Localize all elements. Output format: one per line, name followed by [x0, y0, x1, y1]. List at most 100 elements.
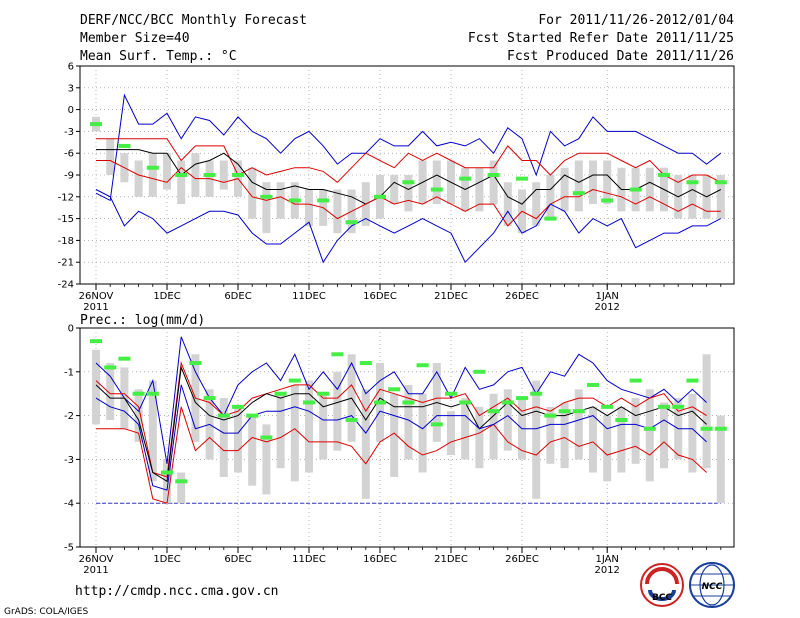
observation-mark [317, 198, 330, 203]
ncc-logo: NCC [689, 562, 735, 608]
member-range-box [574, 389, 583, 460]
observation-mark [473, 369, 486, 374]
member-range-box [475, 406, 484, 469]
observation-mark [430, 422, 443, 427]
x-tick-label: 6DEC [224, 554, 251, 565]
observation-mark [615, 417, 628, 422]
member-range-box [645, 167, 654, 212]
bcc-logo: BCC [640, 563, 684, 607]
observation-mark [459, 400, 472, 405]
member-range-box [603, 415, 612, 482]
y-tick-label: 0 [68, 105, 74, 116]
y-tick-label: -1 [64, 367, 74, 378]
observation-mark [516, 396, 528, 401]
member-range-box [390, 393, 399, 477]
series-lower-line [96, 406, 707, 504]
x-tick-label: 26DEC [505, 554, 539, 565]
observation-mark [459, 176, 472, 181]
y-tick-label: 0 [68, 324, 74, 335]
member-range-box [432, 160, 441, 205]
observation-mark [416, 363, 429, 368]
member-range-box [716, 175, 725, 219]
observation-mark [544, 216, 557, 221]
observation-mark [132, 391, 145, 396]
member-range-box [532, 380, 541, 499]
member-range-box [276, 393, 285, 469]
member-range-box [617, 406, 626, 473]
member-range-box [645, 389, 654, 482]
y-tick-label: -2 [64, 411, 74, 422]
footer-url[interactable]: http://cmdp.ncc.cma.gov.cn [75, 584, 279, 599]
observation-mark [501, 400, 514, 405]
member-range-box [546, 175, 555, 219]
observation-mark [572, 191, 585, 196]
member-range-box [333, 371, 342, 451]
observation-mark [90, 122, 102, 127]
observation-mark [288, 198, 301, 203]
y-tick-label: -18 [58, 236, 74, 247]
x-tick-label: 1JAN [595, 554, 618, 565]
x-tick-label: 26NOV [79, 554, 114, 565]
observation-mark [658, 404, 670, 409]
observation-mark [175, 173, 188, 177]
y-tick-label: 3 [68, 83, 74, 94]
observation-mark [544, 413, 557, 418]
member-range-box [532, 182, 541, 226]
member-range-box [603, 160, 612, 205]
observation-mark [146, 165, 159, 170]
precip-panel-title: Prec.: log(mm/d) [80, 313, 205, 328]
observation-mark [203, 396, 216, 401]
member-range-box [92, 349, 100, 425]
member-range-box [404, 384, 413, 460]
member-range-box [475, 167, 484, 212]
observation-mark [445, 391, 457, 396]
member-range-box [560, 167, 569, 212]
member-range-box [688, 175, 697, 219]
observation-mark [260, 194, 273, 199]
x-tick-year: 2011 [83, 302, 108, 313]
observation-mark [374, 194, 386, 199]
series-mean-line [96, 149, 722, 205]
member-range-box [333, 189, 342, 234]
observation-mark [175, 479, 188, 484]
y-tick-label: -15 [58, 214, 74, 225]
observation-mark [487, 173, 500, 177]
member-range-box [290, 384, 299, 482]
observation-mark [232, 404, 244, 409]
member-range-box [262, 424, 271, 495]
observation-mark [686, 378, 699, 383]
observation-mark [118, 143, 131, 148]
member-range-box [305, 380, 313, 473]
observation-mark [388, 387, 401, 392]
observation-mark [658, 173, 670, 177]
observation-mark [146, 391, 159, 396]
y-tick-label: -3 [64, 455, 74, 466]
member-range-box [319, 393, 328, 460]
member-range-box [106, 363, 115, 420]
observation-mark [601, 404, 614, 409]
member-range-box [390, 175, 399, 205]
grads-credit: GrADS: COLA/IGES [4, 607, 88, 617]
member-range-box [589, 406, 597, 473]
y-tick-label: -21 [58, 258, 74, 269]
x-tick-label: 16DEC [363, 291, 397, 302]
observation-mark [601, 198, 614, 203]
observation-mark [118, 356, 131, 361]
observation-mark [260, 435, 273, 440]
forecast-period: For 2011/11/26-2012/01/04 [538, 13, 734, 28]
x-tick-label: 21DEC [434, 291, 468, 302]
member-range-box [177, 472, 186, 504]
x-tick-label: 16DEC [363, 554, 397, 565]
member-range-box [219, 398, 228, 477]
y-tick-label: -5 [64, 543, 74, 554]
y-tick-label: -24 [58, 280, 74, 291]
y-tick-label: -12 [58, 192, 74, 203]
observation-mark [90, 339, 102, 344]
member-range-box [489, 160, 498, 205]
member-range-box [177, 160, 186, 205]
observation-mark [303, 400, 315, 405]
x-tick-year: 2011 [83, 565, 108, 576]
series-upper-line [95, 361, 707, 478]
